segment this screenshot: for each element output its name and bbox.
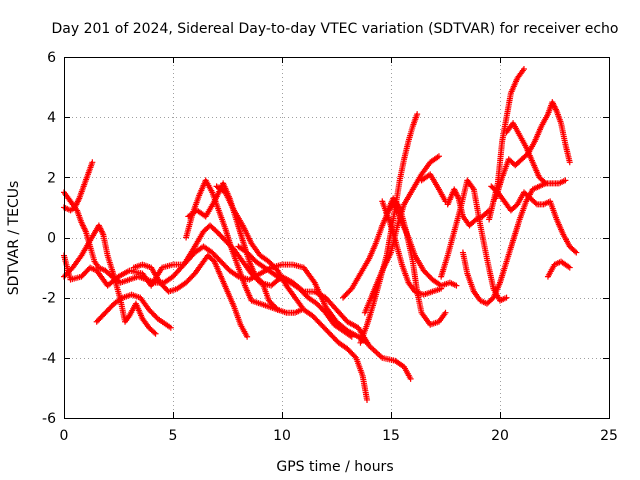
x-tick-label: 0 [60, 428, 69, 444]
data-point [453, 282, 460, 289]
y-tick-label: -6 [42, 411, 56, 427]
data-point [407, 375, 414, 382]
data-point [566, 264, 573, 271]
series-track-15 [383, 195, 449, 328]
series-track-23 [503, 120, 549, 187]
y-tick-label: -2 [42, 291, 56, 307]
data-point [532, 200, 539, 207]
series-track-16 [418, 171, 449, 205]
series-track-24 [544, 258, 573, 280]
x-tick-label: 25 [600, 428, 618, 444]
x-tick-label: 5 [169, 428, 178, 444]
y-axis-label: SDTVAR / TECUs [6, 181, 22, 296]
series-track-19 [459, 177, 569, 307]
data-point [571, 248, 578, 255]
data-points [61, 66, 580, 403]
data-point [566, 159, 573, 166]
series-track-10 [235, 243, 355, 340]
data-point [435, 153, 442, 160]
x-tick-label: 15 [382, 428, 400, 444]
series-track-4 [61, 222, 159, 337]
series-track-12 [357, 111, 421, 346]
data-point [520, 66, 527, 73]
y-tick-label: 0 [47, 231, 56, 247]
data-point [351, 353, 358, 360]
data-point [414, 111, 421, 118]
plot-frame [64, 57, 610, 419]
data-point [89, 159, 96, 166]
x-tick-label: 20 [491, 428, 509, 444]
data-point [438, 285, 445, 292]
y-tick-label: 2 [47, 170, 56, 186]
x-tick-label: 10 [273, 428, 291, 444]
data-point [364, 396, 371, 403]
series-track-22 [488, 183, 580, 256]
series-track-9 [213, 183, 371, 403]
series-track-6 [130, 252, 251, 340]
chart-title: Day 201 of 2024, Sidereal Day-to-day VTE… [52, 21, 619, 37]
x-axis-label: GPS time / hours [276, 459, 393, 475]
data-point [258, 278, 265, 285]
data-point [152, 330, 159, 337]
data-point [348, 333, 355, 340]
data-point [503, 294, 510, 301]
data-point [151, 329, 158, 336]
data-point [573, 249, 580, 256]
data-point [562, 177, 569, 184]
data-point [541, 179, 548, 186]
series-track-18 [444, 186, 493, 229]
data-point [542, 180, 549, 187]
y-tick-label: 6 [47, 50, 56, 66]
series-track-20 [486, 66, 527, 223]
series-track-14 [379, 198, 445, 298]
y-tick-label: -4 [42, 351, 56, 367]
data-point [442, 309, 449, 316]
series-track-2 [61, 189, 414, 382]
data-point [167, 324, 174, 331]
data-point [244, 333, 251, 340]
series-track-5 [93, 291, 174, 331]
y-tick-label: 4 [47, 110, 56, 126]
